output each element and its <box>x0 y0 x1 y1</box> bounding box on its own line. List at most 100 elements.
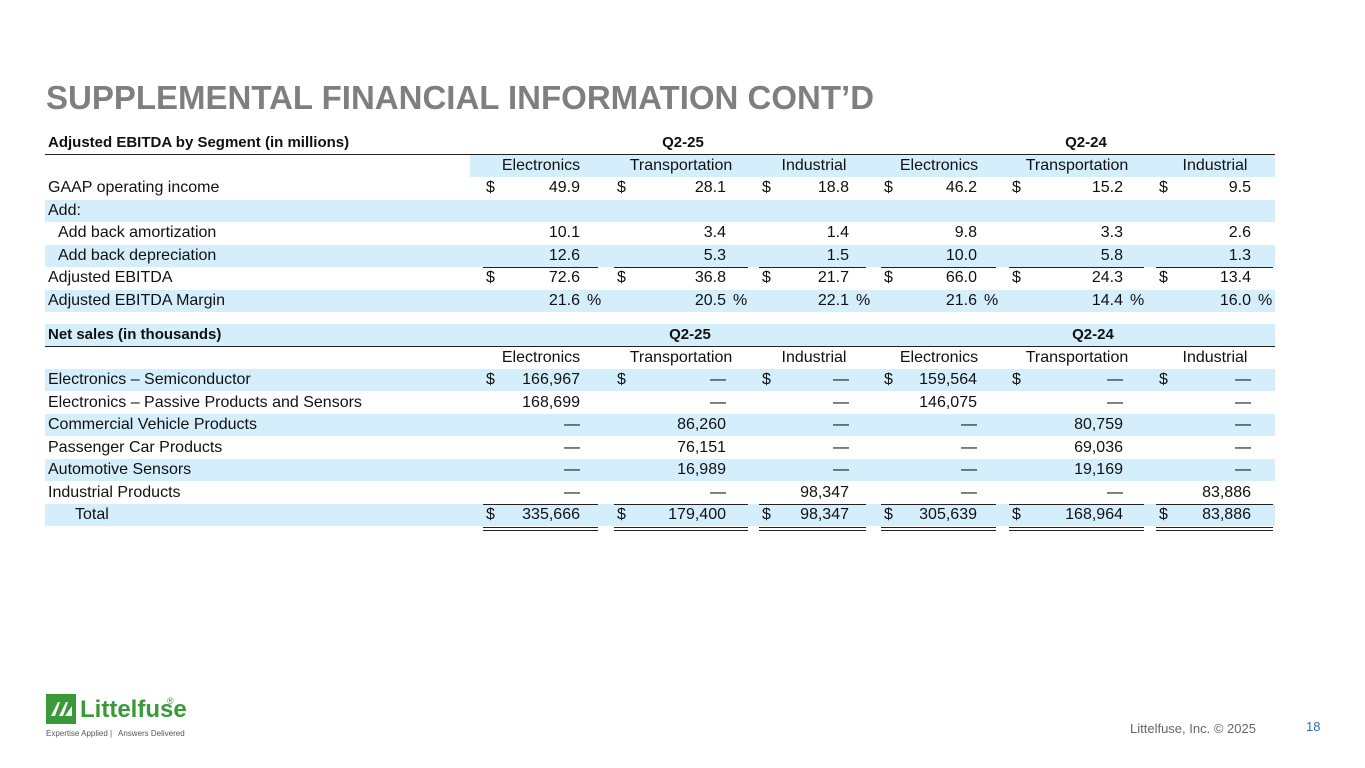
column-header: Industrial <box>1182 156 1248 174</box>
double-rule <box>1156 530 1273 531</box>
cell-value: 146,075 <box>919 393 977 411</box>
cell-value: 5.3 <box>703 246 726 264</box>
column-header: Industrial <box>781 156 847 174</box>
currency-symbol: $ <box>1159 179 1168 196</box>
cell-value: 9.5 <box>1228 179 1251 196</box>
row-label: Add back depreciation <box>58 246 217 264</box>
sum-rule <box>881 267 996 268</box>
currency-symbol: $ <box>1159 269 1168 286</box>
currency-symbol: $ <box>1012 269 1021 286</box>
column-header: Industrial <box>781 348 847 366</box>
row-label: Automotive Sensors <box>48 461 192 478</box>
double-rule <box>881 527 996 528</box>
cell-value: — <box>961 416 977 433</box>
column-header: Transportation <box>1025 348 1129 366</box>
currency-symbol: $ <box>486 179 495 196</box>
double-rule <box>1156 527 1273 528</box>
row-band <box>45 369 1275 391</box>
cell-value: — <box>564 416 580 433</box>
cell-value: 10.1 <box>548 224 580 241</box>
double-rule <box>614 527 748 528</box>
row-label: Adjusted EBITDA Margin <box>48 291 225 309</box>
cell-value: 83,886 <box>1202 506 1251 523</box>
cell-value: 83,886 <box>1202 483 1251 501</box>
cell-value: — <box>961 483 977 501</box>
currency-symbol: $ <box>884 506 893 523</box>
cell-value: 98,347 <box>800 483 849 501</box>
sum-rule <box>614 504 748 505</box>
cell-value: 5.8 <box>1100 246 1123 264</box>
slide-title: SUPPLEMENTAL FINANCIAL INFORMATION CONT’… <box>46 79 875 116</box>
row-band <box>470 154 1275 177</box>
currency-symbol: $ <box>1012 371 1021 388</box>
cell-value: — <box>833 416 849 433</box>
page-number: 18 <box>1306 719 1321 734</box>
currency-symbol: $ <box>617 371 626 388</box>
cell-value: — <box>833 461 849 478</box>
sum-rule <box>1009 504 1144 505</box>
double-rule <box>1009 527 1144 528</box>
currency-symbol: $ <box>1012 179 1021 196</box>
column-header: Transportation <box>1025 156 1129 174</box>
percent-sign: % <box>984 291 999 309</box>
logo-name: Littelfuse <box>80 696 187 723</box>
currency-symbol: $ <box>486 371 495 388</box>
row-label: Electronics – Passive Products and Senso… <box>48 393 362 411</box>
column-header: Electronics <box>899 348 979 366</box>
cell-value: — <box>1235 461 1251 478</box>
column-header: Electronics <box>501 156 581 174</box>
row-label: Commercial Vehicle Products <box>48 416 257 433</box>
table-caption: Adjusted EBITDA by Segment (in millions) <box>48 134 350 151</box>
cell-value: — <box>710 483 726 501</box>
column-header: Transportation <box>629 156 733 174</box>
currency-symbol: $ <box>1159 506 1168 523</box>
cell-value: — <box>564 461 580 478</box>
cell-value: 49.9 <box>548 179 580 196</box>
cell-value: — <box>1235 393 1251 411</box>
currency-symbol: $ <box>486 506 495 523</box>
cell-value: — <box>564 438 580 456</box>
cell-value: — <box>1107 393 1123 411</box>
currency-symbol: $ <box>617 179 626 196</box>
currency-symbol: $ <box>762 506 771 523</box>
percent-sign: % <box>587 291 602 309</box>
double-rule <box>1009 530 1144 531</box>
double-rule <box>483 527 598 528</box>
cell-value: — <box>1107 371 1123 388</box>
column-header: Electronics <box>899 156 979 174</box>
cell-value: — <box>833 371 849 388</box>
row-label: Add back amortization <box>58 224 217 241</box>
cell-value: — <box>564 483 580 501</box>
row-band <box>45 504 1275 526</box>
row-band <box>45 324 1275 346</box>
percent-sign: % <box>1258 291 1273 309</box>
sum-rule <box>881 504 996 505</box>
cell-value: 19,169 <box>1074 461 1123 478</box>
cell-value: 3.4 <box>703 224 726 241</box>
sum-rule <box>1156 267 1273 268</box>
cell-value: 179,400 <box>668 506 726 523</box>
cell-value: 305,639 <box>919 506 977 523</box>
cell-value: — <box>1235 438 1251 456</box>
cell-value: 21.7 <box>817 269 849 286</box>
cell-value: 2.6 <box>1228 224 1251 241</box>
cell-value: 28.1 <box>694 179 726 196</box>
double-rule <box>483 530 598 531</box>
currency-symbol: $ <box>884 269 893 286</box>
sum-rule <box>1156 504 1273 505</box>
sum-rule <box>1009 267 1144 268</box>
row-label: Passenger Car Products <box>48 438 223 456</box>
logo-tagline: Answers Delivered <box>118 729 185 738</box>
currency-symbol: $ <box>762 179 771 196</box>
cell-value: 16.0 <box>1219 291 1251 309</box>
cell-value: 22.1 <box>817 291 849 309</box>
sum-rule <box>759 504 866 505</box>
cell-value: 166,967 <box>522 371 580 388</box>
row-band <box>45 244 1275 267</box>
currency-symbol: $ <box>762 269 771 286</box>
column-header: Industrial <box>1182 348 1248 366</box>
column-header: Transportation <box>629 348 733 366</box>
cell-value: 86,260 <box>677 416 726 433</box>
cell-value: 13.4 <box>1219 269 1251 286</box>
